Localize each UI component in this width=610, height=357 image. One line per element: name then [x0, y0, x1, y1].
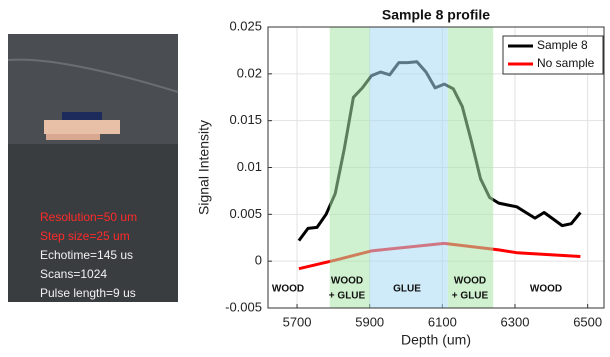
x-tick-label: 6100 — [428, 314, 457, 329]
legend-label: Sample 8 — [537, 38, 588, 52]
photo-label: Pulse length=9 us — [40, 286, 136, 300]
shaded-region — [369, 27, 448, 308]
y-tick-label: 0.015 — [229, 112, 262, 127]
y-axis-label: Signal Intensity — [196, 120, 212, 215]
photo-label: Step size=25 um — [40, 229, 130, 243]
shaded-region — [329, 27, 370, 308]
photo-sample-side — [46, 134, 100, 140]
x-tick-label: 5700 — [283, 314, 312, 329]
region-label: WOOD — [272, 284, 304, 295]
y-tick-label: -0.005 — [225, 299, 262, 314]
legend-box — [502, 35, 604, 75]
y-tick-label: 0.005 — [229, 206, 262, 221]
shaded-region — [447, 27, 494, 308]
photo-sample — [44, 120, 120, 134]
region-label: WOOD — [530, 284, 562, 295]
y-tick-label: 0 — [255, 253, 262, 268]
photo-label: Scans=1024 — [40, 267, 107, 281]
photo-label: Echotime=145 us — [40, 248, 133, 262]
chart-title: Sample 8 profile — [382, 7, 490, 23]
y-tick-label: 0.02 — [237, 65, 262, 80]
chart: -0.005 0 0.005 0.01 0.015 0.02 0.025 5700 5900 61… — [196, 7, 605, 348]
photo-label: Resolution=50 um — [40, 210, 137, 224]
region-label: WOOD — [331, 276, 363, 287]
photo-text: Resolution=50 um Step size=25 um Echotime=… — [40, 210, 137, 300]
region-label: WOOD — [454, 276, 486, 287]
region-label: + GLUE — [452, 291, 489, 302]
region-label: + GLUE — [329, 291, 366, 302]
x-axis-label: Depth (um) — [401, 332, 471, 348]
photo-edge — [7, 58, 179, 93]
plot-frame — [267, 26, 605, 309]
legend-label: No sample — [537, 56, 595, 70]
x-tick-label: 6500 — [573, 314, 602, 329]
y-tick-label: 0.01 — [237, 159, 262, 174]
x-tick-label: 6300 — [501, 314, 530, 329]
x-tick-label: 5900 — [355, 314, 384, 329]
photo — [7, 34, 179, 302]
y-tick-label: 0.025 — [229, 18, 262, 33]
region-label: GLUE — [393, 284, 421, 295]
